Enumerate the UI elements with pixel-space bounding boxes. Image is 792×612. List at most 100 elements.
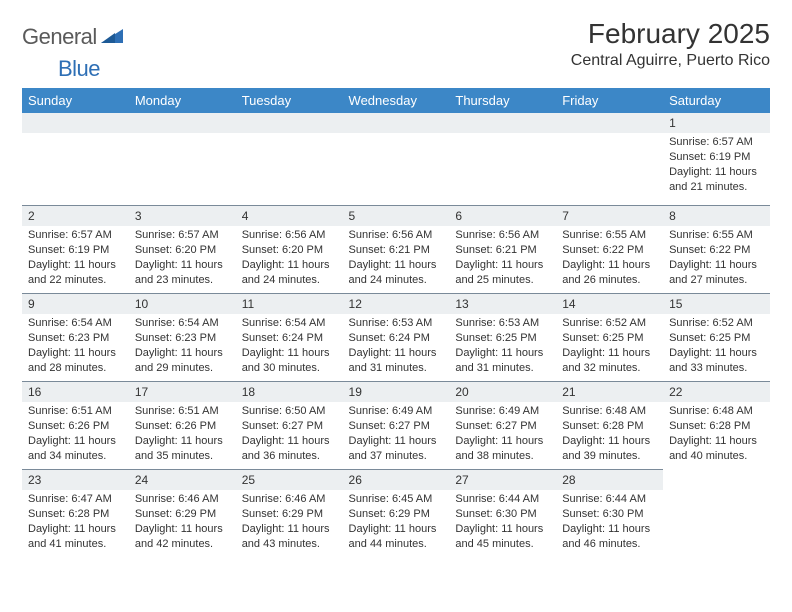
sunset-text: Sunset: 6:27 PM bbox=[455, 419, 550, 434]
day-number: 10 bbox=[129, 293, 236, 314]
calendar-day-cell bbox=[22, 113, 129, 205]
sunset-text: Sunset: 6:25 PM bbox=[669, 331, 764, 346]
daylight-text: Daylight: 11 hours and 30 minutes. bbox=[242, 346, 337, 376]
calendar-day-cell: 21Sunrise: 6:48 AMSunset: 6:28 PMDayligh… bbox=[556, 381, 663, 469]
calendar-day-cell: 6Sunrise: 6:56 AMSunset: 6:21 PMDaylight… bbox=[449, 205, 556, 293]
day-details: Sunrise: 6:49 AMSunset: 6:27 PMDaylight:… bbox=[343, 402, 450, 467]
month-title: February 2025 bbox=[571, 18, 770, 50]
day-number: 4 bbox=[236, 205, 343, 226]
sunset-text: Sunset: 6:19 PM bbox=[669, 150, 764, 165]
calendar-day-cell bbox=[663, 469, 770, 557]
calendar-day-cell: 2Sunrise: 6:57 AMSunset: 6:19 PMDaylight… bbox=[22, 205, 129, 293]
sunset-text: Sunset: 6:29 PM bbox=[135, 507, 230, 522]
sunset-text: Sunset: 6:29 PM bbox=[242, 507, 337, 522]
sunrise-text: Sunrise: 6:54 AM bbox=[28, 316, 123, 331]
daylight-text: Daylight: 11 hours and 32 minutes. bbox=[562, 346, 657, 376]
day-details: Sunrise: 6:57 AMSunset: 6:19 PMDaylight:… bbox=[22, 226, 129, 291]
sunrise-text: Sunrise: 6:55 AM bbox=[562, 228, 657, 243]
logo-word-general: General bbox=[22, 24, 97, 50]
calendar-week-row: 2Sunrise: 6:57 AMSunset: 6:19 PMDaylight… bbox=[22, 205, 770, 293]
day-details: Sunrise: 6:54 AMSunset: 6:23 PMDaylight:… bbox=[129, 314, 236, 379]
calendar-day-cell: 3Sunrise: 6:57 AMSunset: 6:20 PMDaylight… bbox=[129, 205, 236, 293]
day-number: 22 bbox=[663, 381, 770, 402]
sunrise-text: Sunrise: 6:48 AM bbox=[562, 404, 657, 419]
day-details: Sunrise: 6:51 AMSunset: 6:26 PMDaylight:… bbox=[22, 402, 129, 467]
weekday-fri: Friday bbox=[556, 88, 663, 113]
weekday-mon: Monday bbox=[129, 88, 236, 113]
day-number: 9 bbox=[22, 293, 129, 314]
calendar-day-cell: 24Sunrise: 6:46 AMSunset: 6:29 PMDayligh… bbox=[129, 469, 236, 557]
calendar-day-cell: 12Sunrise: 6:53 AMSunset: 6:24 PMDayligh… bbox=[343, 293, 450, 381]
daylight-text: Daylight: 11 hours and 43 minutes. bbox=[242, 522, 337, 552]
day-details: Sunrise: 6:51 AMSunset: 6:26 PMDaylight:… bbox=[129, 402, 236, 467]
calendar-day-cell bbox=[556, 113, 663, 205]
calendar-day-cell: 16Sunrise: 6:51 AMSunset: 6:26 PMDayligh… bbox=[22, 381, 129, 469]
day-number: 25 bbox=[236, 469, 343, 490]
location-label: Central Aguirre, Puerto Rico bbox=[571, 52, 770, 70]
sunset-text: Sunset: 6:30 PM bbox=[562, 507, 657, 522]
day-number: 23 bbox=[22, 469, 129, 490]
calendar-day-cell: 5Sunrise: 6:56 AMSunset: 6:21 PMDaylight… bbox=[343, 205, 450, 293]
daylight-text: Daylight: 11 hours and 42 minutes. bbox=[135, 522, 230, 552]
day-details: Sunrise: 6:45 AMSunset: 6:29 PMDaylight:… bbox=[343, 490, 450, 555]
sunset-text: Sunset: 6:22 PM bbox=[669, 243, 764, 258]
day-number: 26 bbox=[343, 469, 450, 490]
daylight-text: Daylight: 11 hours and 31 minutes. bbox=[349, 346, 444, 376]
day-number: 7 bbox=[556, 205, 663, 226]
daylight-text: Daylight: 11 hours and 24 minutes. bbox=[349, 258, 444, 288]
day-details: Sunrise: 6:49 AMSunset: 6:27 PMDaylight:… bbox=[449, 402, 556, 467]
calendar-table: Sunday Monday Tuesday Wednesday Thursday… bbox=[22, 88, 770, 557]
sunrise-text: Sunrise: 6:56 AM bbox=[455, 228, 550, 243]
calendar-day-cell: 27Sunrise: 6:44 AMSunset: 6:30 PMDayligh… bbox=[449, 469, 556, 557]
sunrise-text: Sunrise: 6:53 AM bbox=[455, 316, 550, 331]
sunrise-text: Sunrise: 6:52 AM bbox=[669, 316, 764, 331]
sunrise-text: Sunrise: 6:51 AM bbox=[28, 404, 123, 419]
daylight-text: Daylight: 11 hours and 29 minutes. bbox=[135, 346, 230, 376]
day-details: Sunrise: 6:47 AMSunset: 6:28 PMDaylight:… bbox=[22, 490, 129, 555]
sunrise-text: Sunrise: 6:48 AM bbox=[669, 404, 764, 419]
day-number: 1 bbox=[663, 113, 770, 133]
sunset-text: Sunset: 6:23 PM bbox=[135, 331, 230, 346]
sunset-text: Sunset: 6:25 PM bbox=[455, 331, 550, 346]
title-block: February 2025 Central Aguirre, Puerto Ri… bbox=[571, 18, 770, 70]
day-details: Sunrise: 6:54 AMSunset: 6:24 PMDaylight:… bbox=[236, 314, 343, 379]
calendar-day-cell: 11Sunrise: 6:54 AMSunset: 6:24 PMDayligh… bbox=[236, 293, 343, 381]
calendar-day-cell: 14Sunrise: 6:52 AMSunset: 6:25 PMDayligh… bbox=[556, 293, 663, 381]
sunrise-text: Sunrise: 6:50 AM bbox=[242, 404, 337, 419]
sunrise-text: Sunrise: 6:49 AM bbox=[455, 404, 550, 419]
sunset-text: Sunset: 6:20 PM bbox=[242, 243, 337, 258]
day-number: 16 bbox=[22, 381, 129, 402]
day-details: Sunrise: 6:56 AMSunset: 6:21 PMDaylight:… bbox=[343, 226, 450, 291]
calendar-day-cell: 18Sunrise: 6:50 AMSunset: 6:27 PMDayligh… bbox=[236, 381, 343, 469]
sunset-text: Sunset: 6:27 PM bbox=[242, 419, 337, 434]
sunset-text: Sunset: 6:24 PM bbox=[349, 331, 444, 346]
calendar-day-cell: 20Sunrise: 6:49 AMSunset: 6:27 PMDayligh… bbox=[449, 381, 556, 469]
calendar-day-cell: 23Sunrise: 6:47 AMSunset: 6:28 PMDayligh… bbox=[22, 469, 129, 557]
day-details: Sunrise: 6:50 AMSunset: 6:27 PMDaylight:… bbox=[236, 402, 343, 467]
sunrise-text: Sunrise: 6:56 AM bbox=[242, 228, 337, 243]
sunrise-text: Sunrise: 6:46 AM bbox=[242, 492, 337, 507]
daylight-text: Daylight: 11 hours and 27 minutes. bbox=[669, 258, 764, 288]
day-number: 12 bbox=[343, 293, 450, 314]
calendar-day-cell: 13Sunrise: 6:53 AMSunset: 6:25 PMDayligh… bbox=[449, 293, 556, 381]
calendar-day-cell: 8Sunrise: 6:55 AMSunset: 6:22 PMDaylight… bbox=[663, 205, 770, 293]
logo-triangle-icon bbox=[101, 27, 123, 48]
calendar-day-cell: 1Sunrise: 6:57 AMSunset: 6:19 PMDaylight… bbox=[663, 113, 770, 205]
daylight-text: Daylight: 11 hours and 33 minutes. bbox=[669, 346, 764, 376]
sunrise-text: Sunrise: 6:57 AM bbox=[135, 228, 230, 243]
daylight-text: Daylight: 11 hours and 38 minutes. bbox=[455, 434, 550, 464]
calendar-week-row: 1Sunrise: 6:57 AMSunset: 6:19 PMDaylight… bbox=[22, 113, 770, 205]
sunset-text: Sunset: 6:29 PM bbox=[349, 507, 444, 522]
sunset-text: Sunset: 6:25 PM bbox=[562, 331, 657, 346]
day-details: Sunrise: 6:53 AMSunset: 6:25 PMDaylight:… bbox=[449, 314, 556, 379]
day-details: Sunrise: 6:44 AMSunset: 6:30 PMDaylight:… bbox=[556, 490, 663, 555]
sunrise-text: Sunrise: 6:54 AM bbox=[135, 316, 230, 331]
sunset-text: Sunset: 6:28 PM bbox=[669, 419, 764, 434]
logo: General bbox=[22, 18, 125, 50]
weekday-sun: Sunday bbox=[22, 88, 129, 113]
sunrise-text: Sunrise: 6:51 AM bbox=[135, 404, 230, 419]
weekday-thu: Thursday bbox=[449, 88, 556, 113]
day-number: 11 bbox=[236, 293, 343, 314]
daylight-text: Daylight: 11 hours and 35 minutes. bbox=[135, 434, 230, 464]
sunrise-text: Sunrise: 6:57 AM bbox=[28, 228, 123, 243]
